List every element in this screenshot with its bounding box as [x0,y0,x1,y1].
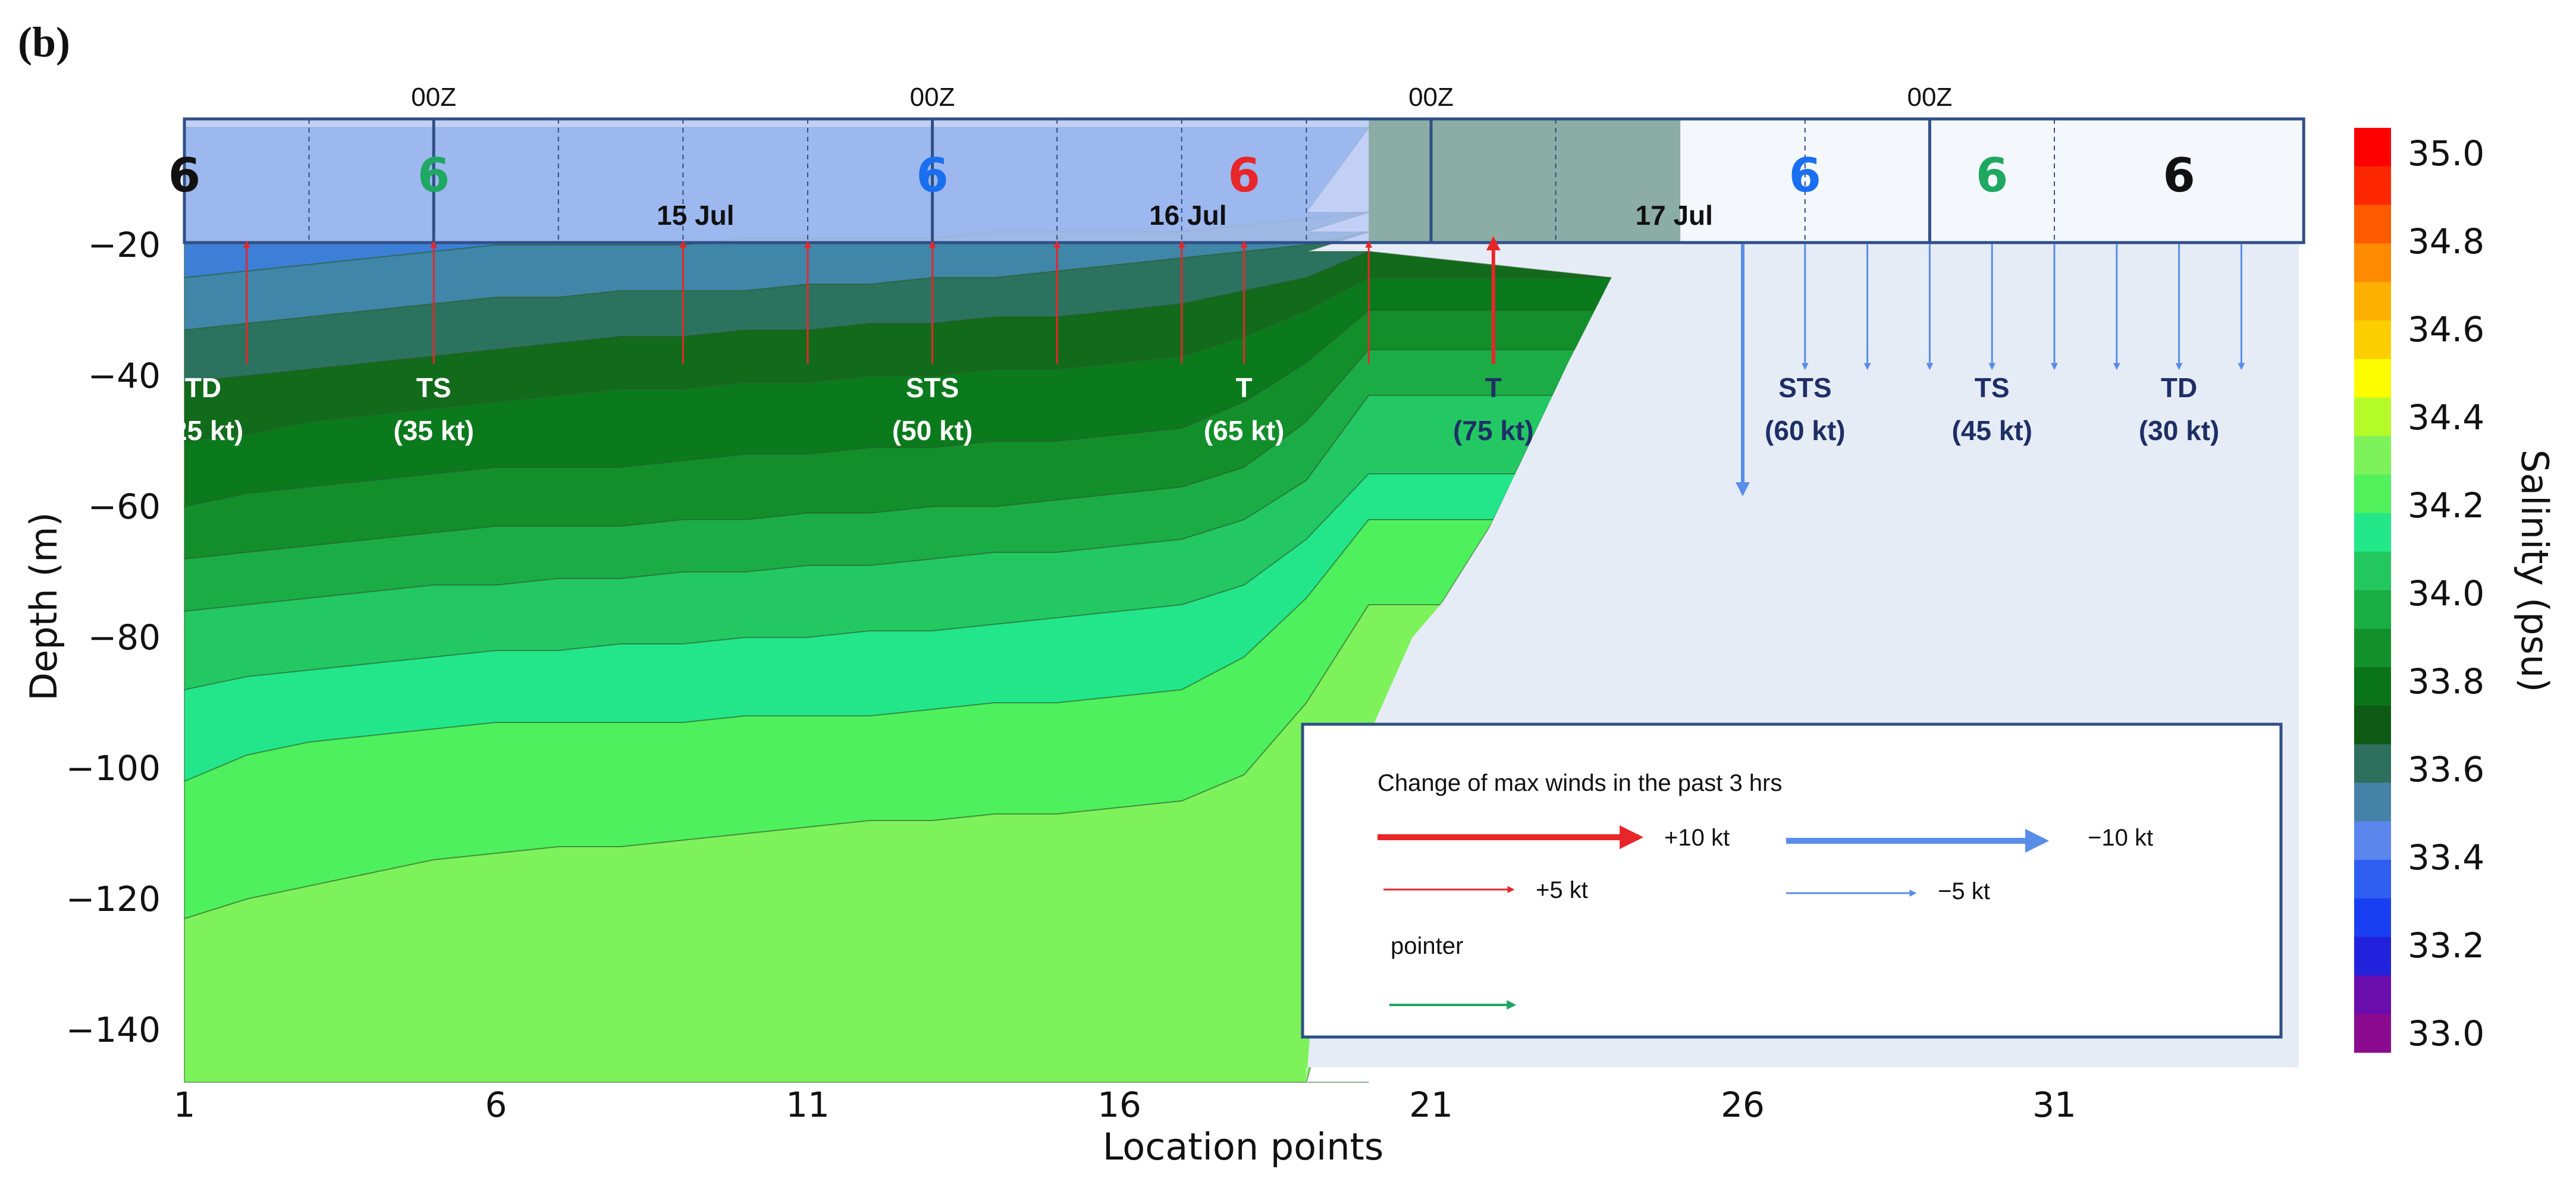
colorbar-swatch-17 [2354,783,2391,822]
colorbar-tick-2: 34.6 [2408,309,2484,350]
colorbar-swatch-14 [2354,667,2391,706]
colorbar-swatch-20 [2354,898,2391,938]
y-tick-1: −40 [88,356,161,396]
y-tick-5: −120 [66,879,161,919]
x-tick-0: 1 [174,1085,196,1125]
colorbar-tick-9: 33.2 [2408,925,2484,966]
intensity-category-5: STS [1778,372,1831,403]
intensity-category-4: T [1485,372,1502,403]
date-label-0: 15 Jul [657,200,734,231]
y-tick-6: −140 [66,1010,161,1050]
x-axis-label: Location points [1103,1125,1383,1168]
legend-label-plus10: +10 kt [1664,825,1730,851]
colorbar-tick-4: 34.2 [2408,485,2484,526]
colorbar-swatch-10 [2354,513,2391,552]
colorbar-tick-1: 34.8 [2408,221,2484,262]
storm-symbol-3: 6 [1228,149,1260,203]
colorbar-swatch-6 [2354,359,2391,398]
colorbar: 35.0 34.8 34.6 34.4 34.2 34.0 33.8 33.6 33.4 33.2… [2354,128,2484,1054]
light-time-track [1680,119,2304,243]
colorbar-swatch-21 [2354,937,2391,976]
colorbar-tick-3: 34.4 [2408,397,2484,438]
time-label-0: 00Z [411,83,456,112]
y-tick-3: −80 [88,617,161,658]
colorbar-swatch-18 [2354,821,2391,860]
shaded-track-overlap [1369,119,1681,243]
colorbar-swatch-22 [2354,975,2391,1014]
intensity-wind-0: (25 kt) [163,415,243,446]
colorbar-label: Salinity (psu) [2513,450,2556,692]
colorbar-swatch-19 [2354,860,2391,899]
intensity-category-3: T [1236,372,1253,403]
colorbar-tick-6: 33.8 [2408,661,2484,702]
colorbar-tick-0: 35.0 [2408,133,2484,174]
colorbar-swatch-23 [2354,1014,2391,1053]
x-tick-4: 21 [1409,1085,1453,1125]
intensity-category-7: TD [2161,372,2197,403]
intensity-category-0: TD [185,372,221,403]
x-tick-1: 6 [485,1085,507,1125]
axes: 1 6 11 16 21 26 31−20−40−60−80−100−120−140 [66,225,2076,1125]
intensity-wind-6: (45 kt) [1951,415,2032,446]
colorbar-swatch-4 [2354,282,2391,321]
intensity-category-1: TS [416,372,451,403]
storm-annotations: 00Z 00Z 00Z 00Z 15 Jul 16 Jul 17 Jul 6 6 6 6 6 6 6 TD (… [163,83,2220,446]
time-track-box [183,117,2305,244]
intensity-wind-5: (60 kt) [1765,415,1845,446]
date-label-2: 17 Jul [1636,200,1713,231]
intensity-wind-3: (65 kt) [1204,415,1284,446]
y-tick-2: −60 [88,486,161,527]
legend-label-plus5: +5 kt [1536,877,1588,903]
panel-label: (b) [18,18,70,66]
intensity-category-6: TS [1975,372,2010,403]
legend-label-minus10: −10 kt [2088,825,2153,851]
time-label-1: 00Z [910,83,955,112]
legend-title: Change of max winds in the past 3 hrs [1378,770,1782,796]
legend-label-minus5: −5 kt [1938,878,1990,904]
x-tick-5: 26 [1721,1085,1765,1125]
legend-box: Change of max winds in the past 3 hrs +1… [1301,722,2283,1039]
storm-symbol-2: 6 [916,149,948,203]
colorbar-tick-5: 34.0 [2408,573,2484,614]
colorbar-tick-10: 33.0 [2408,1013,2484,1054]
colorbar-swatch-1 [2354,166,2391,206]
colorbar-swatch-2 [2354,205,2391,244]
colorbar-tick-7: 33.6 [2408,749,2484,790]
y-tick-0: −20 [88,225,161,265]
colorbar-swatch-3 [2354,243,2391,282]
storm-symbol-4: 6 [1789,149,1821,203]
colorbar-swatch-12 [2354,590,2391,629]
colorbar-swatch-8 [2354,436,2391,475]
intensity-wind-4: (75 kt) [1453,415,1533,446]
colorbar-swatch-13 [2354,629,2391,668]
time-label-2: 00Z [1408,83,1454,112]
storm-symbol-1: 6 [418,149,450,203]
colorbar-swatch-0 [2354,128,2391,167]
wind-change-arrows [243,236,2245,497]
date-label-1: 16 Jul [1149,200,1226,231]
x-tick-3: 16 [1097,1085,1141,1125]
intensity-category-2: STS [906,372,959,403]
colorbar-swatch-16 [2354,744,2391,783]
x-tick-2: 11 [786,1085,830,1125]
legend-label-pointer: pointer [1391,933,1463,959]
storm-symbol-6: 6 [2163,149,2195,203]
colorbar-swatch-9 [2354,475,2391,514]
y-axis-label: Depth (m) [22,512,65,700]
legend-frame [1301,722,2283,1039]
intensity-wind-1: (35 kt) [393,415,473,446]
colorbar-swatch-11 [2354,551,2391,590]
x-tick-6: 31 [2032,1085,2076,1125]
colorbar-tick-8: 33.4 [2408,837,2484,878]
time-label-3: 00Z [1907,83,1952,112]
storm-symbol-0: 6 [168,149,200,203]
intensity-wind-2: (50 kt) [892,415,972,446]
colorbar-swatch-15 [2354,705,2391,745]
y-tick-4: −100 [66,748,161,788]
intensity-wind-7: (30 kt) [2139,415,2219,446]
storm-symbol-5: 6 [1976,149,2008,203]
colorbar-swatch-5 [2354,320,2391,360]
colorbar-swatch-7 [2354,397,2391,436]
